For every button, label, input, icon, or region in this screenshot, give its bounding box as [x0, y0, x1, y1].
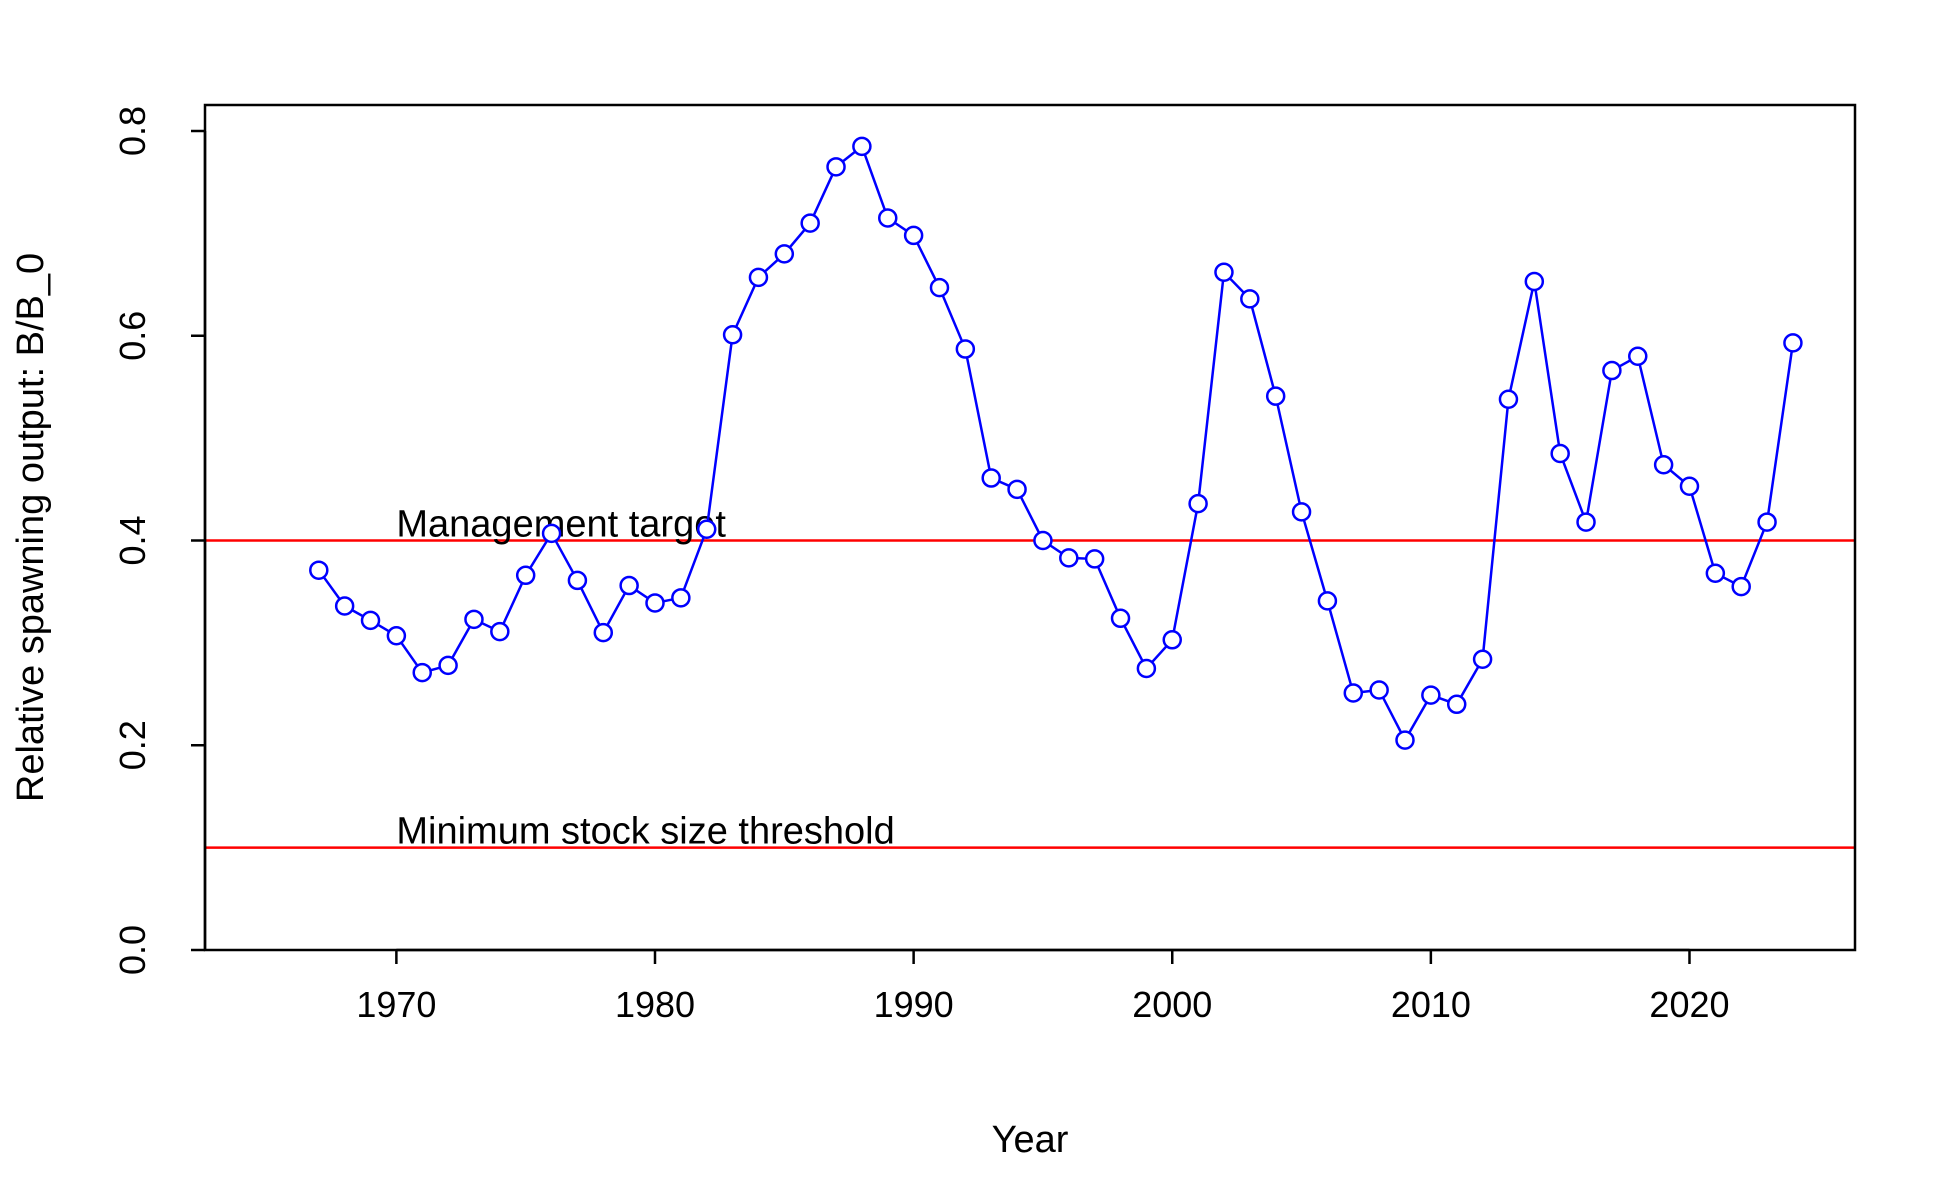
data-point	[619, 575, 639, 596]
data-point	[748, 267, 769, 288]
x-axis: 1970 1980 1990 2000 2010 2020	[356, 948, 1730, 1025]
data-point	[696, 519, 717, 539]
data-point	[1162, 630, 1182, 650]
data-point	[722, 324, 743, 345]
data-point	[490, 621, 510, 642]
data-point	[541, 523, 562, 544]
y-tick-label: 0.4	[112, 515, 153, 565]
data-point	[593, 622, 614, 643]
data-series	[309, 136, 1803, 750]
data-point	[334, 596, 355, 616]
data-point	[1369, 680, 1389, 700]
data-point	[981, 468, 1001, 488]
y-tick-label: 0.6	[112, 311, 153, 361]
y-axis: 0.0 0.2 0.4 0.6 0.8	[112, 106, 207, 975]
reference-lines: Management target Minimum stock size thre…	[205, 504, 1855, 853]
data-point	[309, 560, 329, 580]
reference-line-label: Management target	[396, 504, 726, 546]
data-point	[929, 277, 950, 298]
data-point	[464, 609, 484, 630]
data-point	[360, 610, 381, 631]
data-point	[1783, 333, 1803, 353]
data-point	[903, 225, 924, 246]
x-tick-label: 1980	[615, 984, 695, 1025]
data-point	[878, 208, 898, 228]
data-point	[412, 662, 432, 683]
data-point	[774, 244, 795, 264]
data-point	[567, 570, 588, 591]
data-point	[1265, 386, 1286, 406]
data-point	[1550, 443, 1570, 464]
data-point	[1524, 271, 1545, 292]
data-point	[1007, 479, 1027, 500]
data-point	[1240, 289, 1260, 309]
data-point	[1421, 685, 1441, 705]
data-point	[1602, 360, 1622, 381]
data-point	[515, 565, 536, 586]
x-axis-title: Year	[992, 1119, 1069, 1161]
data-point	[955, 339, 976, 359]
x-tick-label: 2010	[1391, 984, 1471, 1025]
data-point	[1576, 512, 1596, 532]
data-point	[1188, 493, 1208, 514]
data-point	[1395, 730, 1415, 750]
data-point	[1033, 530, 1053, 551]
data-point	[800, 213, 820, 233]
x-tick-label: 1970	[356, 984, 436, 1025]
data-point	[1291, 502, 1312, 522]
data-point	[1757, 512, 1777, 532]
data-point	[1317, 591, 1338, 611]
data-point	[438, 655, 458, 676]
data-point	[1136, 658, 1157, 679]
data-point	[1653, 454, 1674, 475]
data-point	[1731, 576, 1751, 597]
data-point	[1214, 262, 1234, 283]
data-point	[1472, 649, 1493, 670]
y-tick-label: 0.0	[112, 925, 153, 975]
y-axis-title: Relative spawning output: B/B_0	[10, 253, 52, 802]
data-point	[1628, 346, 1648, 366]
data-point	[826, 157, 846, 177]
series-line	[317, 144, 1795, 743]
x-tick-label: 2020	[1649, 984, 1729, 1025]
data-point	[1084, 549, 1105, 569]
data-point	[1343, 683, 1364, 703]
x-tick-label: 1990	[874, 984, 954, 1025]
data-point	[1705, 563, 1726, 584]
data-point	[386, 625, 407, 646]
data-point	[1059, 548, 1079, 568]
reference-line-label: Minimum stock size threshold	[396, 811, 894, 853]
data-point	[1679, 476, 1700, 496]
y-tick-label: 0.8	[112, 106, 153, 156]
data-point	[645, 593, 665, 613]
y-tick-label: 0.2	[112, 720, 153, 770]
x-tick-label: 2000	[1132, 984, 1212, 1025]
data-point	[671, 588, 691, 608]
data-point	[1446, 694, 1467, 715]
data-point	[1110, 608, 1131, 629]
data-point	[1498, 389, 1519, 409]
data-point	[852, 136, 872, 157]
